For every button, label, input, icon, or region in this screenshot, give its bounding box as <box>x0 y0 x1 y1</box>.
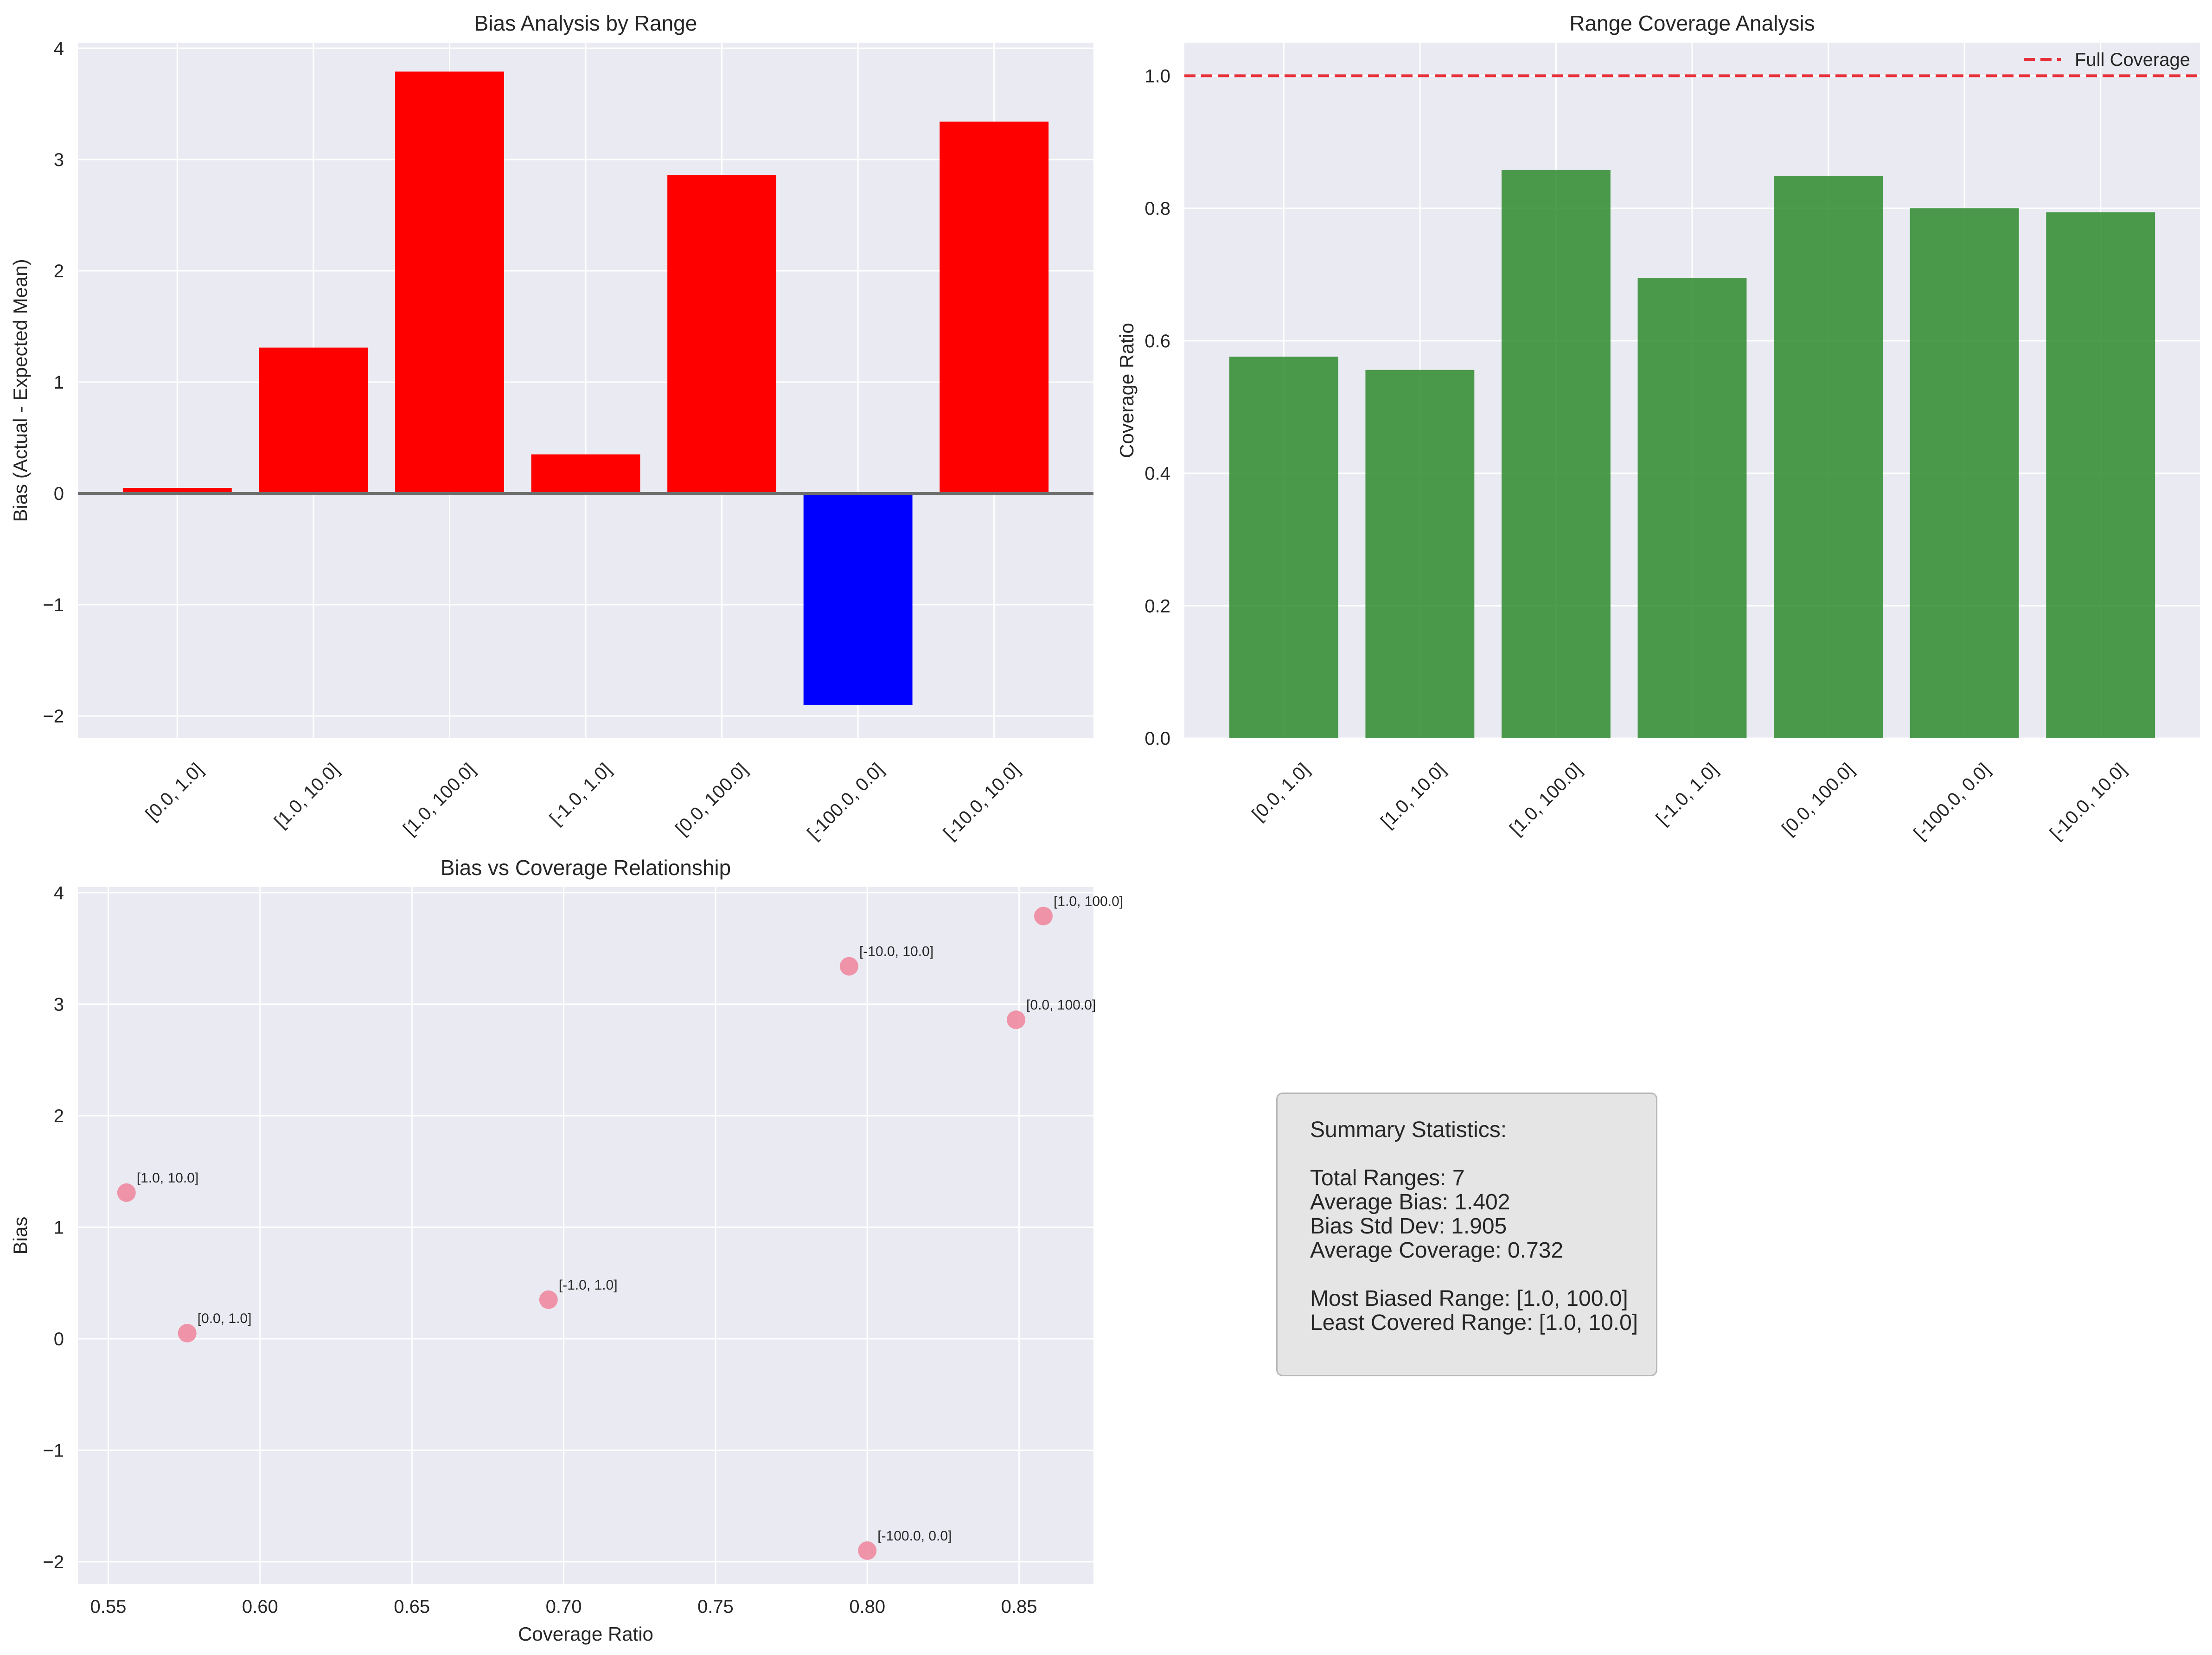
bar <box>531 454 640 493</box>
bar <box>1365 370 1475 738</box>
y-tick-label: −2 <box>43 706 64 727</box>
summary-least-covered: Least Covered Range: [1.0, 10.0] <box>1310 1310 1638 1335</box>
y-tick-label: 0.2 <box>1144 596 1170 616</box>
bias-vs-coverage-chart: Bias vs Coverage Relationship Bias −2 −1 0 1 2… <box>9 856 1123 1645</box>
x-tick-label: 0.80 <box>849 1597 885 1617</box>
bar <box>1774 176 1883 739</box>
y-tick-label: 1 <box>54 372 64 393</box>
y-axis-label: Bias <box>9 1217 31 1255</box>
point-annotation: [-100.0, 0.0] <box>877 1528 952 1544</box>
summary-statistics-box: Summary Statistics: Total Ranges: 7 Aver… <box>1276 1093 1657 1376</box>
legend-label: Full Coverage <box>2075 50 2190 70</box>
y-tick-label: 4 <box>54 38 64 59</box>
y-tick-label: 3 <box>54 995 64 1015</box>
y-tick-label: 0 <box>54 484 64 504</box>
x-tick-label: [-1.0, 1.0] <box>1652 759 1722 829</box>
chart-title: Bias vs Coverage Relationship <box>441 856 731 880</box>
y-tick-label: −2 <box>43 1552 64 1572</box>
scatter-point <box>117 1183 136 1202</box>
x-tick-label: [1.0, 10.0] <box>270 759 343 832</box>
x-tick-label: 0.60 <box>242 1597 278 1617</box>
y-axis-label: Coverage Ratio <box>1116 323 1138 458</box>
summary-average-coverage: Average Coverage: 0.732 <box>1310 1238 1564 1263</box>
x-tick-label: [0.0, 100.0] <box>1778 759 1858 839</box>
summary-title: Summary Statistics: <box>1310 1118 1507 1142</box>
x-tick-label: [0.0, 1.0] <box>141 759 207 824</box>
point-annotation: [1.0, 100.0] <box>1054 894 1123 909</box>
x-tick-label: 0.65 <box>394 1597 430 1617</box>
x-tick-label: 0.85 <box>1001 1597 1037 1617</box>
point-annotation: [0.0, 100.0] <box>1026 997 1096 1013</box>
y-tick-label: 0.8 <box>1144 198 1170 219</box>
bar <box>259 347 368 493</box>
y-tick-label: 4 <box>54 883 64 903</box>
y-tick-label: −1 <box>43 1440 64 1461</box>
summary-most-biased: Most Biased Range: [1.0, 100.0] <box>1310 1286 1628 1311</box>
y-tick-label: 0.6 <box>1144 331 1170 351</box>
y-tick-label: 0.4 <box>1144 464 1170 484</box>
summary-bias-std: Bias Std Dev: 1.905 <box>1310 1214 1507 1239</box>
plot-area <box>78 887 1093 1584</box>
y-tick-label: 1.0 <box>1144 66 1170 86</box>
bar <box>395 71 504 493</box>
scatter-point <box>1007 1010 1026 1029</box>
bar <box>1637 278 1747 738</box>
point-annotation: [-1.0, 1.0] <box>559 1278 618 1293</box>
x-tick-label: [-100.0, 0.0] <box>803 759 888 843</box>
x-tick-label: [-1.0, 1.0] <box>546 759 616 829</box>
y-tick-label: 0.0 <box>1144 728 1170 749</box>
y-tick-label: 0 <box>54 1329 64 1349</box>
point-annotation: [-10.0, 10.0] <box>859 944 933 959</box>
y-tick-label: 2 <box>54 261 64 281</box>
x-tick-label: [-10.0, 10.0] <box>2046 759 2130 843</box>
x-axis-label: Coverage Ratio <box>518 1623 653 1645</box>
x-tick-label: [1.0, 100.0] <box>1506 759 1586 839</box>
bar <box>803 493 913 705</box>
y-axis-label: Bias (Actual - Expected Mean) <box>9 259 31 522</box>
point-annotation: [0.0, 1.0] <box>198 1311 252 1326</box>
bar <box>1910 208 2019 739</box>
summary-average-bias: Average Bias: 1.402 <box>1310 1190 1510 1214</box>
bar <box>667 175 776 494</box>
bar <box>1502 170 1611 739</box>
scatter-point <box>539 1290 558 1309</box>
bar <box>940 121 1049 493</box>
y-tick-label: 3 <box>54 150 64 170</box>
x-tick-label: 0.70 <box>546 1597 582 1617</box>
summary-total-ranges: Total Ranges: 7 <box>1310 1166 1465 1190</box>
chart-title: Bias Analysis by Range <box>474 11 697 35</box>
y-tick-label: 2 <box>54 1106 64 1126</box>
y-tick-label: 1 <box>54 1217 64 1238</box>
point-annotation: [1.0, 10.0] <box>137 1170 198 1186</box>
x-tick-label: [-10.0, 10.0] <box>940 759 1024 843</box>
chart-title: Range Coverage Analysis <box>1569 11 1815 35</box>
scatter-point <box>839 957 858 976</box>
bias-by-range-chart: Bias Analysis by Range Bias (Actual - Exp… <box>9 11 1093 843</box>
scatter-point <box>178 1323 197 1342</box>
scatter-point <box>858 1541 877 1560</box>
y-tick-label: −1 <box>43 595 64 615</box>
x-tick-label: [1.0, 10.0] <box>1377 759 1450 832</box>
bar <box>2046 212 2155 738</box>
bar <box>1229 357 1338 738</box>
coverage-by-range-chart: Range Coverage Analysis Coverage Ratio 0.0… <box>1116 11 2200 843</box>
x-tick-label: 0.75 <box>697 1597 734 1617</box>
x-tick-label: [0.0, 100.0] <box>671 759 752 839</box>
scatter-point <box>1034 907 1053 926</box>
x-tick-label: [0.0, 1.0] <box>1248 759 1313 824</box>
x-tick-label: 0.55 <box>90 1597 127 1617</box>
x-tick-label: [1.0, 100.0] <box>399 759 479 839</box>
x-tick-label: [-100.0, 0.0] <box>1910 759 1994 843</box>
